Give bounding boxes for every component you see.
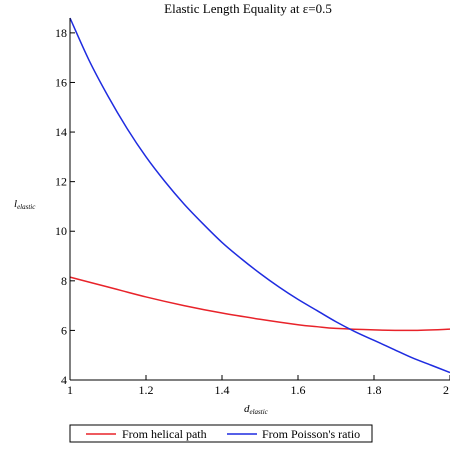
chart-title: Elastic Length Equality at ε=0.5 — [164, 1, 332, 16]
y-axis-label-main: l — [14, 198, 17, 210]
y-tick-label: 16 — [55, 75, 67, 89]
legend-label-helical: From helical path — [122, 427, 207, 441]
y-tick-label: 6 — [61, 323, 67, 337]
y-tick-label: 14 — [55, 125, 67, 139]
y-axis-label-sub: elastic — [17, 203, 36, 211]
x-tick-label: 1.4 — [215, 383, 230, 397]
legend-box — [69, 424, 373, 443]
x-tick-label: 1 — [67, 383, 73, 397]
legend-label-poisson: From Poisson's ratio — [262, 427, 360, 441]
x-axis-label-sub: elastic — [250, 408, 269, 416]
series-line-helical — [69, 276, 450, 332]
y-axis-label: lelastic — [14, 198, 36, 211]
y-tick-label: 18 — [55, 26, 67, 40]
y-tick-label: 10 — [55, 224, 67, 238]
legend: From helical path From Poisson's ratio — [69, 424, 373, 443]
y-tick-label: 4 — [61, 373, 67, 387]
x-ticks: 1 1.2 1.4 1.6 1.8 2 — [67, 375, 450, 397]
series-line-poisson — [69, 17, 450, 374]
x-tick-label: 1.8 — [367, 383, 382, 397]
y-tick-label: 8 — [61, 274, 67, 288]
x-tick-label: 1.2 — [139, 383, 154, 397]
plot-area — [69, 17, 450, 374]
x-tick-label: 1.6 — [291, 383, 306, 397]
x-axis-label-main: d — [244, 403, 250, 415]
y-ticks: 4 6 8 10 12 14 16 18 — [55, 26, 75, 387]
x-axis-label: delastic — [244, 403, 269, 416]
x-tick-label: 2 — [443, 383, 449, 397]
y-tick-label: 12 — [55, 175, 67, 189]
